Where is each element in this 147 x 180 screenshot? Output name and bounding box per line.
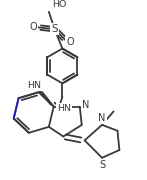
Text: S: S	[51, 24, 58, 34]
Text: N: N	[98, 113, 106, 123]
Text: HN: HN	[57, 104, 71, 113]
Text: O: O	[30, 22, 37, 32]
Text: N: N	[82, 100, 89, 110]
Text: HO: HO	[52, 0, 66, 9]
Text: S: S	[99, 159, 105, 170]
Text: O: O	[66, 37, 74, 47]
Text: HN: HN	[27, 81, 41, 90]
